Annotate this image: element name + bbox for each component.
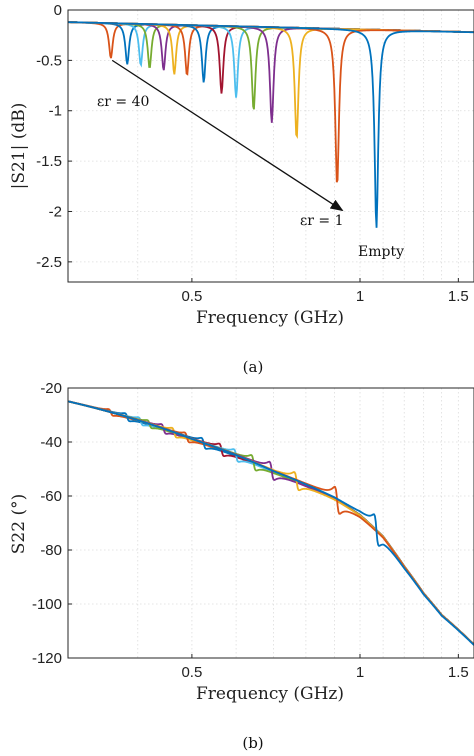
panel-a-trend-arrow (111, 59, 344, 212)
panel-b-ytick-label: -60 (40, 488, 62, 505)
panel-b-ytick-label: -40 (40, 434, 62, 451)
panel-b-ylabel: S22 (°) (9, 494, 29, 554)
panel-a-series-line (67, 21, 474, 228)
panel-b-xlabel: Frequency (GHz) (196, 684, 344, 704)
panel-a-xlabel: Frequency (GHz) (196, 308, 344, 328)
panel-a-axes-box (67, 9, 474, 283)
panel-b-ytick-label: -80 (40, 542, 62, 559)
panel-b-series-line (67, 400, 474, 646)
panel-b-series-line (67, 400, 474, 646)
annotation-eps-40: εr = 40 (97, 94, 149, 110)
panel-b-series-line (67, 400, 474, 646)
panel-a-series (67, 21, 474, 228)
panel-a-chart: 0.5 1 1.50-0.5-1-1.5-2-2.5 εr = 40 εr = 1 … (9, 2, 474, 376)
panel-b-ytick-label: -20 (40, 380, 62, 397)
panel-a-ytick-label: -2 (49, 203, 62, 220)
panel-a-ticks: 0.5 1 1.5 0 -0.5 -1 -1.5 -2 -2.5 (36, 2, 469, 305)
panel-a-grid (67, 9, 474, 282)
panel-a-ytick-label: -1.5 (36, 153, 62, 170)
panel-b-series-line (67, 400, 474, 646)
panel-b-series-line (67, 400, 474, 646)
caption-b: (b) (242, 734, 263, 752)
annotation-empty: Empty (358, 244, 404, 260)
panel-b-series-line (67, 400, 474, 646)
panel-a-ytick-label: -2.5 (36, 254, 62, 271)
panel-b-xtick-label: 1.5 (448, 664, 469, 681)
panel-b-series-line (67, 400, 474, 646)
panel-b-series-line (67, 400, 474, 646)
panel-b-axes-box (67, 387, 474, 659)
panel-a-xtick-label: 1 (356, 288, 364, 305)
panel-b-series-line (67, 400, 474, 646)
panel-b-series-line (67, 400, 474, 646)
annotation-eps-1: εr = 1 (300, 213, 343, 229)
panel-a-ytick-label: 0 (54, 2, 62, 19)
panel-b-grid (67, 387, 474, 659)
panel-a-xtick-label: 0.5 (181, 288, 202, 305)
caption-a: (a) (243, 358, 264, 376)
panel-b-ytick-label: -120 (32, 650, 62, 667)
panel-b-series-line (67, 400, 474, 646)
panel-b-series-line (67, 400, 474, 646)
panel-a-ylabel: |S21| (dB) (9, 103, 29, 190)
panel-a-ytick-label: -0.5 (36, 52, 62, 69)
panel-b-series-line (67, 400, 474, 646)
panel-b-xtick-label: 1 (356, 664, 364, 681)
panel-b-ticks: 0.5 1 1.5 -20 -40 -60 -80 -100 -120 (32, 380, 469, 681)
panel-b-series-line (67, 400, 474, 646)
panel-b-xtick-label: 0.5 (181, 664, 202, 681)
panel-a-ytick-label: -1 (49, 103, 62, 120)
panel-b-series (67, 400, 474, 646)
panel-b-ytick-label: -100 (32, 596, 62, 613)
panel-a-series-line (67, 21, 474, 98)
panel-b-chart: 0.5 1 1.5 -20 -40 -60 -80 -100 -120 Frequency (G… (9, 380, 474, 752)
panel-a-xtick-label: 1.5 (448, 288, 469, 305)
panel-b-series-line (67, 400, 474, 646)
